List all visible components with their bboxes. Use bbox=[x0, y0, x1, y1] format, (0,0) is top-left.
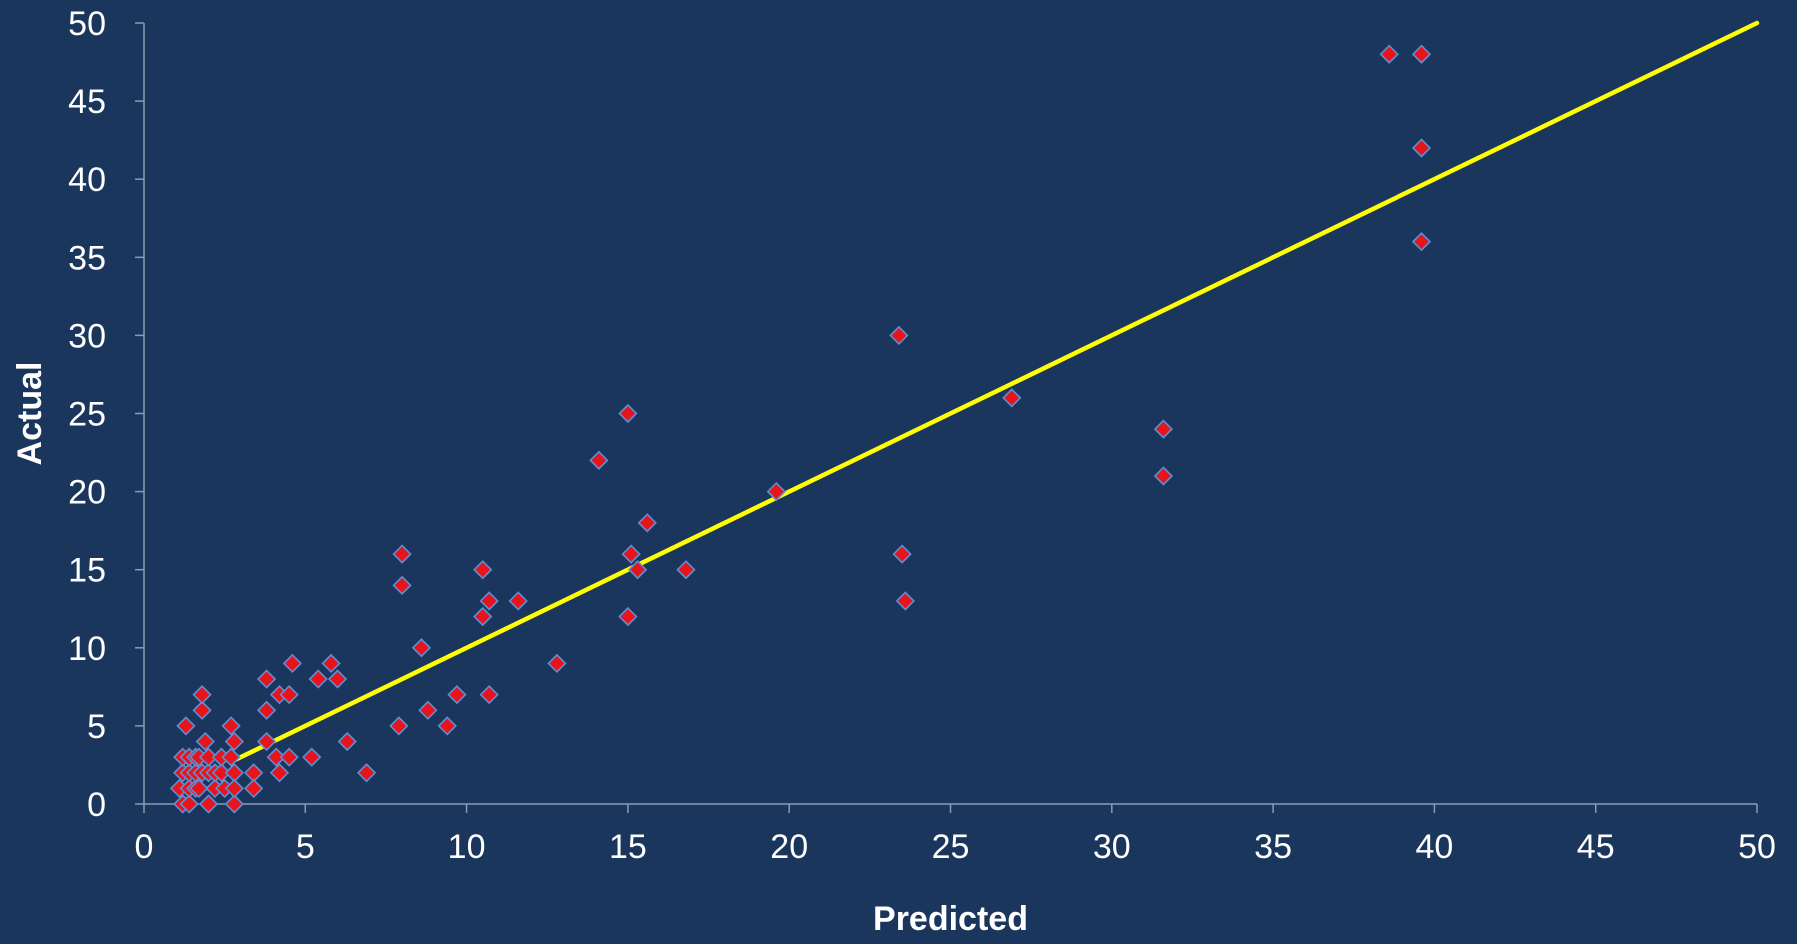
data-point bbox=[392, 544, 412, 564]
data-point bbox=[889, 325, 909, 346]
data-point bbox=[1411, 44, 1432, 64]
data-point bbox=[179, 794, 199, 814]
data-point bbox=[479, 685, 499, 705]
data-point bbox=[279, 747, 299, 767]
y-tick-label: 30 bbox=[68, 317, 106, 355]
y-tick-label: 5 bbox=[87, 708, 106, 746]
data-point bbox=[447, 685, 467, 705]
data-point bbox=[192, 685, 212, 705]
data-point bbox=[256, 700, 277, 720]
data-point bbox=[589, 450, 609, 470]
data-point bbox=[892, 544, 912, 564]
x-tick-label: 15 bbox=[609, 828, 647, 866]
data-point bbox=[279, 685, 299, 705]
y-axis-title: Actual bbox=[11, 362, 49, 466]
data-point bbox=[282, 653, 303, 674]
y-tick-label: 15 bbox=[68, 552, 106, 590]
data-point bbox=[192, 700, 212, 720]
data-point bbox=[1411, 232, 1432, 252]
data-point bbox=[337, 731, 357, 752]
y-tick-label: 50 bbox=[68, 5, 106, 43]
x-tick-label: 20 bbox=[770, 828, 808, 866]
data-point bbox=[211, 763, 232, 783]
y-tick-label: 35 bbox=[68, 239, 106, 277]
data-point bbox=[176, 716, 196, 736]
reference-line bbox=[232, 20, 1760, 763]
data-point bbox=[269, 763, 290, 783]
data-point bbox=[224, 778, 244, 799]
data-point bbox=[198, 747, 219, 767]
x-tick-label: 5 bbox=[296, 828, 315, 866]
data-point bbox=[479, 591, 499, 611]
data-point bbox=[508, 591, 528, 611]
data-point bbox=[189, 778, 209, 799]
x-tick-label: 0 bbox=[135, 828, 154, 866]
data-point bbox=[244, 763, 264, 783]
data-point bbox=[547, 653, 567, 674]
data-point bbox=[637, 513, 657, 533]
data-point bbox=[224, 731, 244, 752]
data-point bbox=[411, 638, 432, 658]
data-point bbox=[221, 747, 241, 767]
data-point bbox=[618, 606, 638, 627]
data-point bbox=[266, 747, 286, 767]
data-point bbox=[198, 794, 219, 814]
data-point bbox=[437, 716, 457, 736]
data-point bbox=[1411, 138, 1432, 158]
y-tick-label: 45 bbox=[68, 83, 106, 121]
data-point bbox=[256, 731, 277, 752]
data-point bbox=[1153, 466, 1174, 486]
data-point bbox=[244, 778, 264, 799]
data-point bbox=[221, 716, 241, 736]
y-tick-label: 20 bbox=[68, 474, 106, 512]
data-point bbox=[389, 716, 409, 736]
data-points bbox=[169, 44, 1432, 814]
x-axis-title: Predicted bbox=[873, 900, 1028, 938]
data-point bbox=[302, 747, 322, 767]
data-point bbox=[392, 575, 412, 595]
data-point bbox=[321, 653, 341, 674]
x-tick-label: 30 bbox=[1093, 828, 1131, 866]
x-tick-label: 40 bbox=[1415, 828, 1453, 866]
x-tick-label: 45 bbox=[1577, 828, 1615, 866]
y-tick-label: 25 bbox=[68, 396, 106, 434]
x-tick-label: 35 bbox=[1254, 828, 1292, 866]
x-axis-ticks: 0 5 10 15 20 25 30 35 40 45 50 bbox=[135, 804, 1776, 866]
data-point bbox=[256, 669, 277, 689]
data-point bbox=[224, 763, 244, 783]
x-tick-label: 10 bbox=[448, 828, 486, 866]
data-point bbox=[473, 606, 493, 627]
x-tick-label: 50 bbox=[1738, 828, 1776, 866]
data-point bbox=[224, 794, 244, 814]
data-point bbox=[621, 544, 641, 564]
y-tick-label: 40 bbox=[68, 161, 106, 199]
data-point bbox=[473, 560, 493, 580]
data-point bbox=[1002, 388, 1022, 408]
data-point bbox=[627, 560, 648, 580]
y-tick-label: 10 bbox=[68, 630, 106, 668]
reference-line-layer bbox=[232, 20, 1760, 763]
y-tick-label: 0 bbox=[87, 786, 106, 824]
data-point bbox=[1153, 419, 1174, 439]
data-point bbox=[356, 763, 377, 783]
data-point bbox=[418, 700, 438, 720]
data-point bbox=[895, 591, 915, 611]
data-point bbox=[766, 481, 786, 502]
x-tick-label: 25 bbox=[932, 828, 970, 866]
data-point bbox=[1379, 44, 1399, 64]
data-point bbox=[676, 560, 696, 580]
y-axis-ticks: 0 5 10 15 20 25 30 35 40 45 50 bbox=[68, 5, 144, 824]
data-point bbox=[195, 731, 215, 752]
data-point bbox=[618, 403, 638, 424]
data-point bbox=[327, 669, 348, 689]
data-point bbox=[308, 669, 328, 689]
